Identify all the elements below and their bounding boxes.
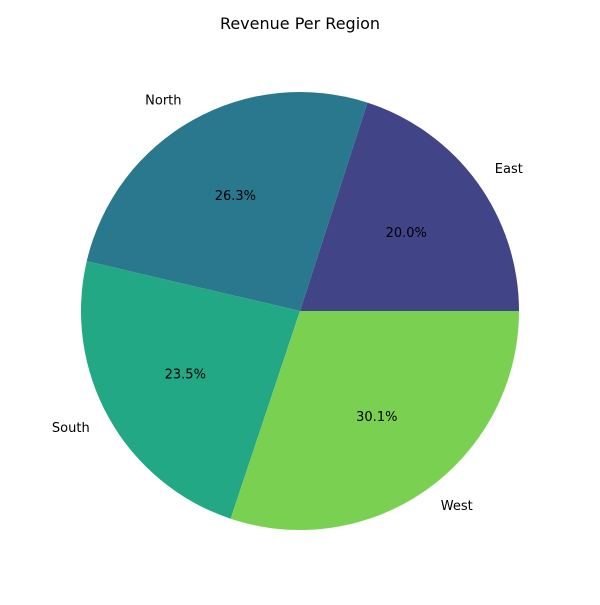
- slice-label-west: West: [441, 499, 473, 514]
- pie-slice-south: [81, 261, 300, 519]
- pie-labels: East 20.0% North 26.3% South 23.5% West 30.1%: [52, 94, 523, 514]
- slice-percent-west: 30.1%: [356, 410, 397, 425]
- slice-percent-south: 23.5%: [165, 368, 206, 383]
- pie-slices: [81, 91, 520, 530]
- pie-slice-west: [230, 311, 520, 530]
- chart-title: Revenue Per Region: [220, 14, 380, 33]
- slice-label-north: North: [145, 94, 181, 109]
- slice-label-south: South: [52, 421, 90, 436]
- slice-percent-north: 26.3%: [215, 189, 256, 204]
- pie-slice-north: [86, 91, 368, 311]
- slice-label-east: East: [495, 162, 523, 177]
- slice-percent-east: 20.0%: [386, 226, 427, 241]
- pie-slice-east: [300, 102, 519, 311]
